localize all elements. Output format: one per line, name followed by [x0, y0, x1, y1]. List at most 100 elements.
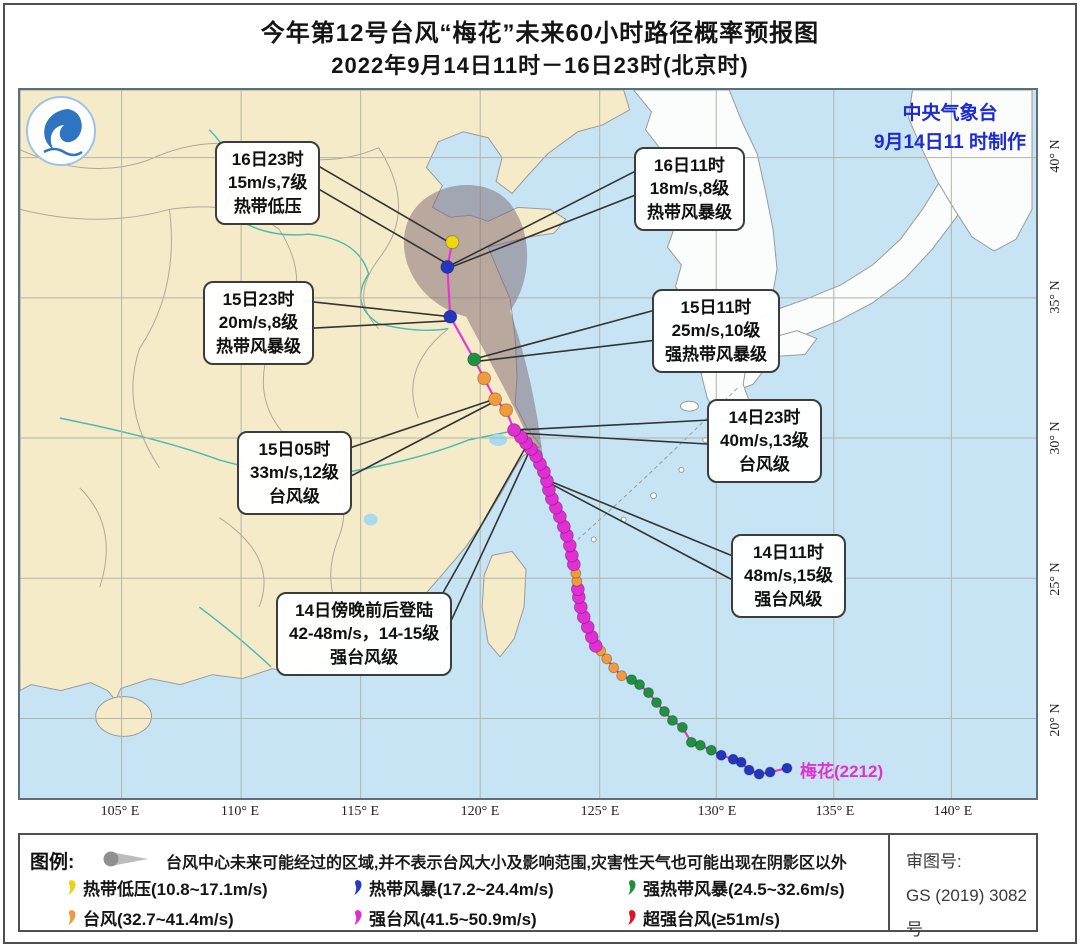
- callout-line: 热带风暴级: [216, 336, 301, 356]
- cone-legend-icon: [103, 851, 148, 867]
- callout-14d11h: 14日11时 48m/s,15级 强台风级: [731, 534, 846, 619]
- callout-line: 15m/s,7级: [228, 173, 308, 193]
- callout-line: 14日23时: [728, 408, 801, 427]
- track-point-blue: [764, 766, 776, 778]
- page-subtitle: 2022年9月14日11时－16日23时(北京时): [331, 53, 749, 78]
- callout-16d23h: 16日23时 15m/s,7级 热带低压: [215, 141, 321, 226]
- longitude-label: 130° E: [697, 804, 737, 819]
- typhoon-symbol-icon: [628, 880, 636, 895]
- callout-line: 42-48m/s，14-15级: [289, 624, 440, 644]
- track-points: [440, 235, 793, 780]
- track-point-blue: [715, 749, 727, 761]
- legend-item: 强热带风暴(24.5~32.6m/s): [626, 875, 845, 900]
- track-point-green: [694, 739, 706, 751]
- track-point-blue: [440, 260, 455, 274]
- callout-line: 20m/s,8级: [218, 313, 299, 333]
- latitude-label: 30° N: [1048, 421, 1063, 455]
- track-point-magenta: [507, 423, 522, 438]
- japan-honshu-north: [907, 90, 1033, 252]
- forecast-map: [18, 88, 1038, 800]
- legend-item-label: 热带风暴(17.2~24.4m/s): [369, 880, 554, 899]
- callout-line: 16日11时: [654, 156, 725, 175]
- longitude-label: 120° E: [460, 804, 500, 819]
- legend-item: 超强台风(≥51m/s): [626, 905, 780, 930]
- callout-line: 18m/s,8级: [649, 179, 730, 199]
- legend-item: 强台风(41.5~50.9m/s): [352, 905, 537, 930]
- callout-line: 15日23时: [222, 290, 295, 309]
- legend-item-label: 台风(32.7~41.4m/s): [83, 910, 234, 929]
- callout-line: 48m/s,15级: [744, 566, 833, 586]
- track-point-green: [676, 721, 688, 733]
- legend-item-label: 超强台风(≥51m/s): [643, 910, 780, 929]
- legend-item: 台风(32.7~41.4m/s): [66, 905, 234, 930]
- longitude-label: 135° E: [815, 804, 855, 819]
- storm-name: 梅花: [800, 762, 834, 781]
- callout-line: 14日傍晚前后登陆: [295, 601, 434, 620]
- callout-line: 25m/s,10级: [671, 321, 761, 341]
- storm-number: (2212): [834, 762, 884, 781]
- callout-line: 33m/s,12级: [250, 463, 339, 483]
- jeju-island: [679, 400, 699, 412]
- track-point-green: [643, 687, 655, 699]
- cone-legend-note: 台风中心未来可能经过的区域,并不表示台风大小及影响范围,灾害性天气也可能出现在阴…: [166, 855, 847, 872]
- callout-15d23h: 15日23时 20m/s,8级 热带风暴级: [203, 281, 314, 366]
- callout-14d23h: 14日23时 40m/s,13级 台风级: [707, 399, 822, 484]
- track-point-blue: [781, 762, 793, 774]
- callout-line: 台风级: [738, 454, 790, 474]
- track-point-orange: [488, 392, 503, 407]
- legend-item: 热带低压(10.8~17.1m/s): [66, 875, 268, 900]
- latitude-label: 25° N: [1048, 562, 1063, 596]
- track-point-blue: [743, 764, 755, 776]
- callout-line: 16日23时: [231, 150, 304, 169]
- track-point-orange: [608, 662, 620, 674]
- longitude-label: 140° E: [933, 804, 973, 819]
- track-point-green: [685, 736, 697, 748]
- agency-issue-time: 9月14日11 时制作: [873, 131, 1027, 153]
- typhoon-symbol-icon: [68, 910, 76, 925]
- legend-title: 图例:: [30, 852, 75, 873]
- forecast-cone: [403, 184, 545, 478]
- callout-line: 强台风级: [330, 647, 399, 667]
- approval-number: GS (2019) 3082号: [906, 886, 1027, 939]
- typhoon-symbol-icon: [628, 910, 636, 925]
- callout-landfall: 14日傍晚前后登陆 42-48m/s，14-15级 强台风级: [276, 592, 453, 677]
- longitude-label: 105° E: [100, 804, 140, 819]
- track-point-orange: [616, 670, 628, 682]
- track-point-blue: [727, 753, 739, 765]
- track-point-green: [467, 352, 482, 367]
- track-point-green: [626, 674, 638, 686]
- callout-15d11h: 15日11时 25m/s,10级 强热带风暴级: [652, 289, 780, 374]
- legend-item-label: 强台风(41.5~50.9m/s): [369, 910, 537, 929]
- legend-item: 热带风暴(17.2~24.4m/s): [352, 875, 554, 900]
- callout-line: 台风级: [268, 486, 320, 506]
- track-point-orange: [477, 371, 492, 386]
- page-title: 今年第12号台风“梅花”未来60小时路径概率预报图: [260, 20, 820, 47]
- callout-line: 15日05时: [258, 440, 331, 459]
- track-point-blue: [443, 309, 458, 324]
- cma-logo-icon: [26, 96, 96, 166]
- track-point-orange: [499, 403, 514, 418]
- latitude-label: 35° N: [1048, 280, 1063, 314]
- track-point-green: [634, 679, 646, 691]
- legend-panel: 图例: 台风中心未来可能经过的区域,并不表示台风大小及影响范围,灾害性天气也可能…: [18, 833, 1038, 939]
- map-svg: [20, 90, 1036, 798]
- callout-15d05h: 15日05时 33m/s,12级 台风级: [237, 431, 352, 516]
- latitude-label: 40° N: [1048, 139, 1063, 173]
- track-point-green: [666, 714, 678, 726]
- callout-line: 强热带风暴级: [665, 344, 767, 364]
- track-point-blue: [753, 768, 765, 780]
- latitude-label: 20° N: [1048, 703, 1063, 737]
- track-point-green: [658, 706, 670, 717]
- callout-line: 热带低压: [233, 196, 302, 216]
- typhoon-symbol-icon: [354, 910, 362, 925]
- callout-line: 强台风级: [754, 589, 823, 609]
- storm-name-label: 梅花(2212): [800, 757, 883, 782]
- legend-item-label: 热带低压(10.8~17.1m/s): [83, 880, 268, 899]
- track-point-green: [705, 744, 717, 756]
- agency-credit: 中央气象台 9月14日11 时制作: [850, 100, 1050, 157]
- longitude-label: 110° E: [220, 804, 260, 819]
- callout-line: 15日11时: [680, 298, 752, 317]
- longitude-label: 115° E: [340, 804, 380, 819]
- hainan-island: [95, 696, 152, 737]
- track-point-orange: [601, 653, 613, 665]
